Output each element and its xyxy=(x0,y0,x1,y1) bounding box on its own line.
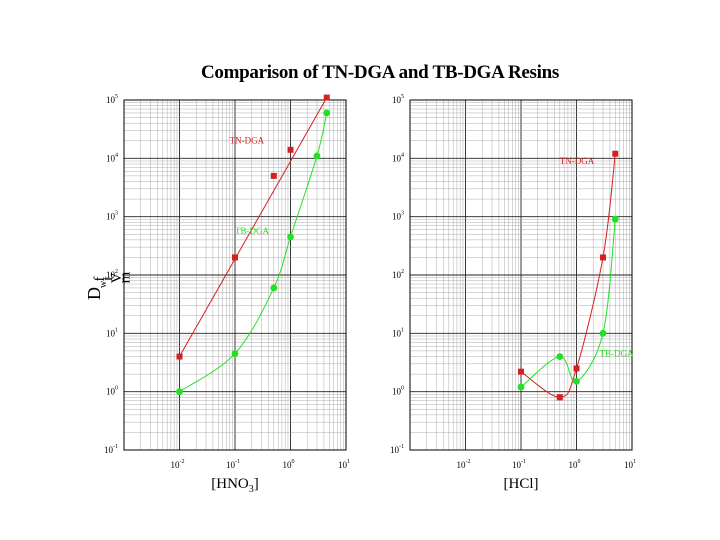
x-tick-label: 100 xyxy=(283,459,295,470)
series-label: TN-DGA xyxy=(230,135,265,145)
y-tick-label: 102 xyxy=(392,269,404,280)
data-point xyxy=(556,394,563,401)
data-point xyxy=(231,350,239,357)
y-tick-label: 103 xyxy=(392,211,404,222)
data-point xyxy=(323,109,331,117)
x-tick-label: 10-2 xyxy=(171,459,185,470)
grid-lines xyxy=(409,100,632,451)
grid-lines xyxy=(123,100,346,451)
x-axis-label: [HNO3] xyxy=(211,476,259,495)
x-tick-label: 100 xyxy=(569,459,581,470)
x-tick-label: 10-2 xyxy=(457,459,471,470)
hcl-panel: 10-1 100 101 102 103 104 105 10-2 10-1 100 101 [HCl… xyxy=(390,94,636,492)
data-point xyxy=(270,284,278,292)
data-point xyxy=(176,388,183,396)
data-point xyxy=(599,329,607,337)
y-tick-label: 10-1 xyxy=(104,444,118,455)
y-tick-label: 105 xyxy=(106,94,118,105)
data-point xyxy=(313,152,321,160)
chart-title: Comparison of TN-DGA and TB-DGA Resins xyxy=(201,62,559,83)
y-tick-label: 10-1 xyxy=(390,444,404,455)
data-point xyxy=(518,368,524,375)
tn-dga-series: TN-DGA xyxy=(518,150,619,401)
data-point xyxy=(323,94,330,101)
hno3-panel: 10-1 100 101 102 103 104 105 10-2 10-1 100 101 [HNO… xyxy=(104,94,350,495)
data-point xyxy=(270,172,277,179)
data-point xyxy=(573,377,580,385)
data-point xyxy=(612,150,619,157)
plot-frame xyxy=(123,99,347,451)
series-label: TN-DGA xyxy=(560,156,595,166)
x-axis-label: [HCl] xyxy=(504,476,539,492)
data-point xyxy=(611,215,619,223)
data-point xyxy=(232,254,238,261)
y-tick-label: 104 xyxy=(106,152,118,163)
fit-line xyxy=(520,153,616,398)
data-point xyxy=(287,233,294,241)
data-point xyxy=(599,254,606,261)
y-label-subscript: w xyxy=(98,280,109,288)
y-label-part: f xyxy=(92,277,108,282)
data-point xyxy=(287,146,294,153)
tn-dga-series: TN-DGA xyxy=(176,94,330,360)
y-label-part: m xyxy=(118,271,134,283)
data-point xyxy=(573,365,580,372)
y-tick-label: 101 xyxy=(106,327,118,338)
fit-line xyxy=(179,112,328,393)
y-tick-label: 102 xyxy=(106,269,118,280)
series-label: TB-DGA xyxy=(600,349,634,359)
plot-frame xyxy=(409,99,633,451)
y-tick-label: 100 xyxy=(392,386,404,397)
series-label: TB-DGA xyxy=(235,226,269,236)
y-tick-label: 104 xyxy=(392,152,404,163)
y-tick-label: 105 xyxy=(392,94,404,105)
y-tick-label: 100 xyxy=(106,386,118,397)
y-label-main: D xyxy=(84,287,104,300)
y-label-part: t xyxy=(101,276,117,281)
y-tick-label: 101 xyxy=(392,327,404,338)
y-tick-label: 103 xyxy=(106,211,118,222)
data-point xyxy=(556,353,564,360)
tb-dga-series: TB-DGA xyxy=(176,109,331,396)
tb-dga-series: TB-DGA xyxy=(517,215,634,391)
fit-line xyxy=(520,219,616,388)
y-label-part: V xyxy=(109,272,125,283)
x-tick-label: 101 xyxy=(624,459,636,470)
x-tick-label: 101 xyxy=(338,459,350,470)
x-tick-label: 10-1 xyxy=(226,459,240,470)
data-point xyxy=(517,383,525,391)
data-point xyxy=(176,353,183,360)
x-tick-label: 10-1 xyxy=(512,459,526,470)
fit-line xyxy=(179,97,328,357)
